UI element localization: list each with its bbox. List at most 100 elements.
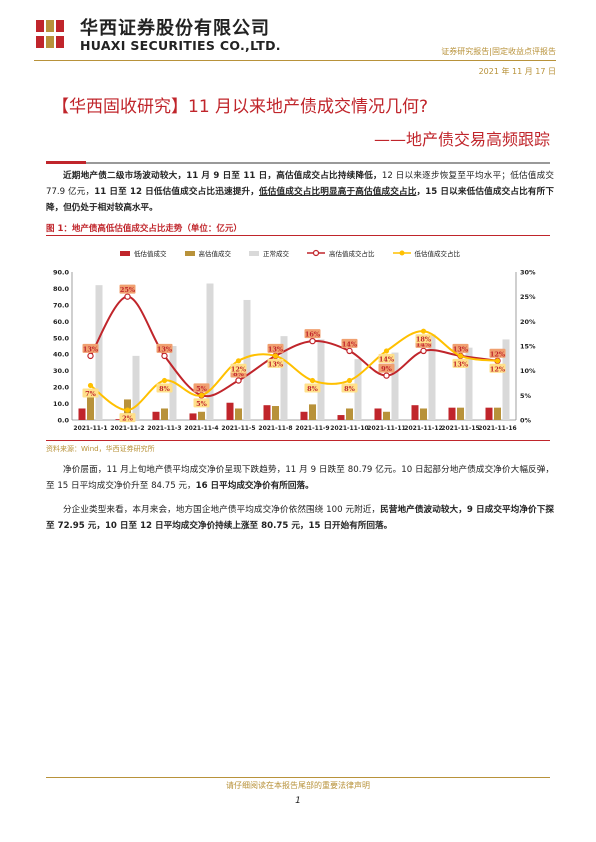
- bar-1: [272, 406, 279, 420]
- line-point-0: [346, 347, 353, 355]
- legend-item-high: 高估值成交: [184, 248, 231, 258]
- bar-0: [189, 413, 197, 420]
- data-label: 8%: [233, 370, 245, 378]
- bar-1: [457, 407, 464, 420]
- title-divider: [46, 162, 550, 164]
- valuation-share-chart: 0.0 10.0 20.0 30.0 40.0 50.0 60.0 70.0 80.0 90.0 0…: [53, 269, 536, 433]
- y-left-tick-label: 0.0: [57, 417, 69, 425]
- bar-0: [263, 405, 271, 420]
- legend-label: 高估值成交占比: [329, 250, 375, 258]
- report-title: 【华西固收研究】11 月以来地产债成交情况几何?: [52, 97, 429, 117]
- bar-2: [354, 359, 362, 420]
- bar-2: [206, 283, 214, 420]
- figure-title-rule: [46, 235, 550, 236]
- y-left-tick-label: 70.0: [53, 301, 70, 309]
- bar-1: [309, 404, 316, 420]
- legend-item-normal: 正常成交: [249, 248, 289, 258]
- data-label: 8%: [159, 385, 171, 393]
- bar-0: [78, 408, 86, 420]
- data-label-bg: [341, 383, 358, 393]
- para2-part-a: 净价层面，11 月上旬地产债平均成交净价呈现下跌趋势，11 月 9 日跌至 80…: [46, 465, 554, 491]
- line-series-0: [89, 295, 498, 398]
- line-point-1: [420, 328, 427, 334]
- data-label: 12%: [490, 350, 506, 358]
- data-label-bg: [489, 348, 506, 358]
- line-point-1: [457, 353, 464, 359]
- paragraph-net-price: 净价层面，11 月上旬地产债平均成交净价呈现下跌趋势，11 月 9 日跌至 80…: [46, 462, 554, 494]
- y-right-tick-label: 30%: [520, 269, 536, 277]
- bar-0: [337, 415, 345, 420]
- company-name-en: HUAXI SECURITIES CO.,LTD.: [80, 38, 281, 53]
- bar-1: [494, 407, 501, 420]
- paragraph-enterprise-type: 分企业类型来看，本月来会，地方国企地产债平均成交净价依然围绕 100 元附近，民…: [46, 502, 554, 534]
- y-right-tick-label: 15%: [520, 343, 536, 351]
- line-point-0: [383, 372, 390, 379]
- data-label: 5%: [196, 400, 208, 408]
- data-label: 7%: [85, 390, 97, 398]
- para3-part-a: 分企业类型来看，本月来会，地方国企地产债平均成交净价依然围绕 100 元附近，: [63, 505, 381, 515]
- page-number: 1: [295, 796, 301, 806]
- y-right-tick-label: 10%: [520, 367, 536, 375]
- data-label-bg: [378, 363, 395, 373]
- data-label: 8%: [307, 385, 319, 393]
- line-point-0: [235, 377, 242, 384]
- y-right-tick-label: 20%: [520, 318, 536, 326]
- para1-part-a: 近期地产债二级市场波动较大，11 月 9 日至 11 日，: [63, 171, 277, 181]
- data-label: 13%: [268, 345, 284, 353]
- legend-swatch: [120, 250, 130, 256]
- legend-item-low-share: 低估值成交占比: [392, 248, 461, 258]
- y-left-tick-label: 50.0: [53, 334, 70, 342]
- x-tick-label: 2021-11-8: [258, 425, 292, 432]
- bar-0: [411, 405, 419, 420]
- figure-title: 图 1：地产债高低估值成交占比走势（单位：亿元）: [46, 224, 242, 234]
- legend-label: 低估值成交占比: [414, 250, 461, 258]
- source-rule: [46, 440, 550, 441]
- line-point-1: [494, 358, 501, 364]
- line-point-0: [420, 347, 427, 355]
- line-point-1: [161, 377, 168, 384]
- huaxi-logo-icon: [36, 20, 64, 48]
- legal-disclaimer-link[interactable]: 请仔细阅读在本报告尾部的重要法律声明: [226, 781, 370, 790]
- data-label: 14%: [416, 340, 432, 348]
- data-label-bg: [304, 383, 321, 393]
- para1-part-d: 11 日至 12 日低估值成交占比迅速提升，: [94, 187, 259, 197]
- report-type: 证券研究报告|固定收益点评报告: [441, 47, 556, 56]
- bar-0: [226, 402, 234, 420]
- y-left-tick-label: 80.0: [53, 285, 70, 293]
- data-label: 14%: [379, 355, 395, 363]
- x-tick-label: 2021-11-12: [404, 425, 442, 432]
- data-label-bg: [378, 353, 395, 363]
- data-label-bg: [230, 363, 247, 373]
- bar-0: [152, 411, 160, 420]
- line-point-1: [198, 392, 205, 398]
- bar-1: [383, 411, 390, 420]
- line-point-0: [87, 352, 94, 360]
- data-label-bg: [415, 334, 432, 344]
- data-label: 14%: [342, 340, 358, 348]
- y-left-tick-label: 40.0: [53, 351, 70, 359]
- bar-1: [420, 408, 427, 420]
- data-label-bg: [267, 343, 284, 353]
- line-point-0: [161, 352, 168, 360]
- para1-part-c: 12 日以来逐步恢复至平均水平；低估值成交 77.9 亿元，: [46, 171, 555, 197]
- bar-2: [317, 339, 325, 420]
- x-tick-label: 2021-11-9: [295, 425, 329, 432]
- legend-label: 低估值成交: [134, 250, 167, 258]
- data-label: 12%: [231, 365, 247, 373]
- data-label: 12%: [490, 365, 506, 373]
- x-tick-label: 2021-11-5: [221, 425, 255, 432]
- bar-2: [465, 347, 473, 420]
- bar-2: [132, 355, 140, 420]
- y-left-tick-label: 20.0: [53, 384, 70, 392]
- legend-line-marker: [307, 249, 325, 257]
- x-tick-label: 2021-11-16: [478, 425, 516, 432]
- bar-2: [502, 339, 510, 420]
- y-left-tick-label: 90.0: [53, 269, 70, 277]
- x-tick-label: 2021-11-1: [73, 425, 107, 432]
- data-label-bg: [304, 329, 321, 339]
- bar-1: [346, 408, 353, 420]
- para2-part-b: 16 日平均成交净价有所回落。: [195, 481, 314, 491]
- data-label-bg: [341, 338, 358, 348]
- bar-2: [243, 299, 251, 420]
- data-label-bg: [119, 413, 136, 423]
